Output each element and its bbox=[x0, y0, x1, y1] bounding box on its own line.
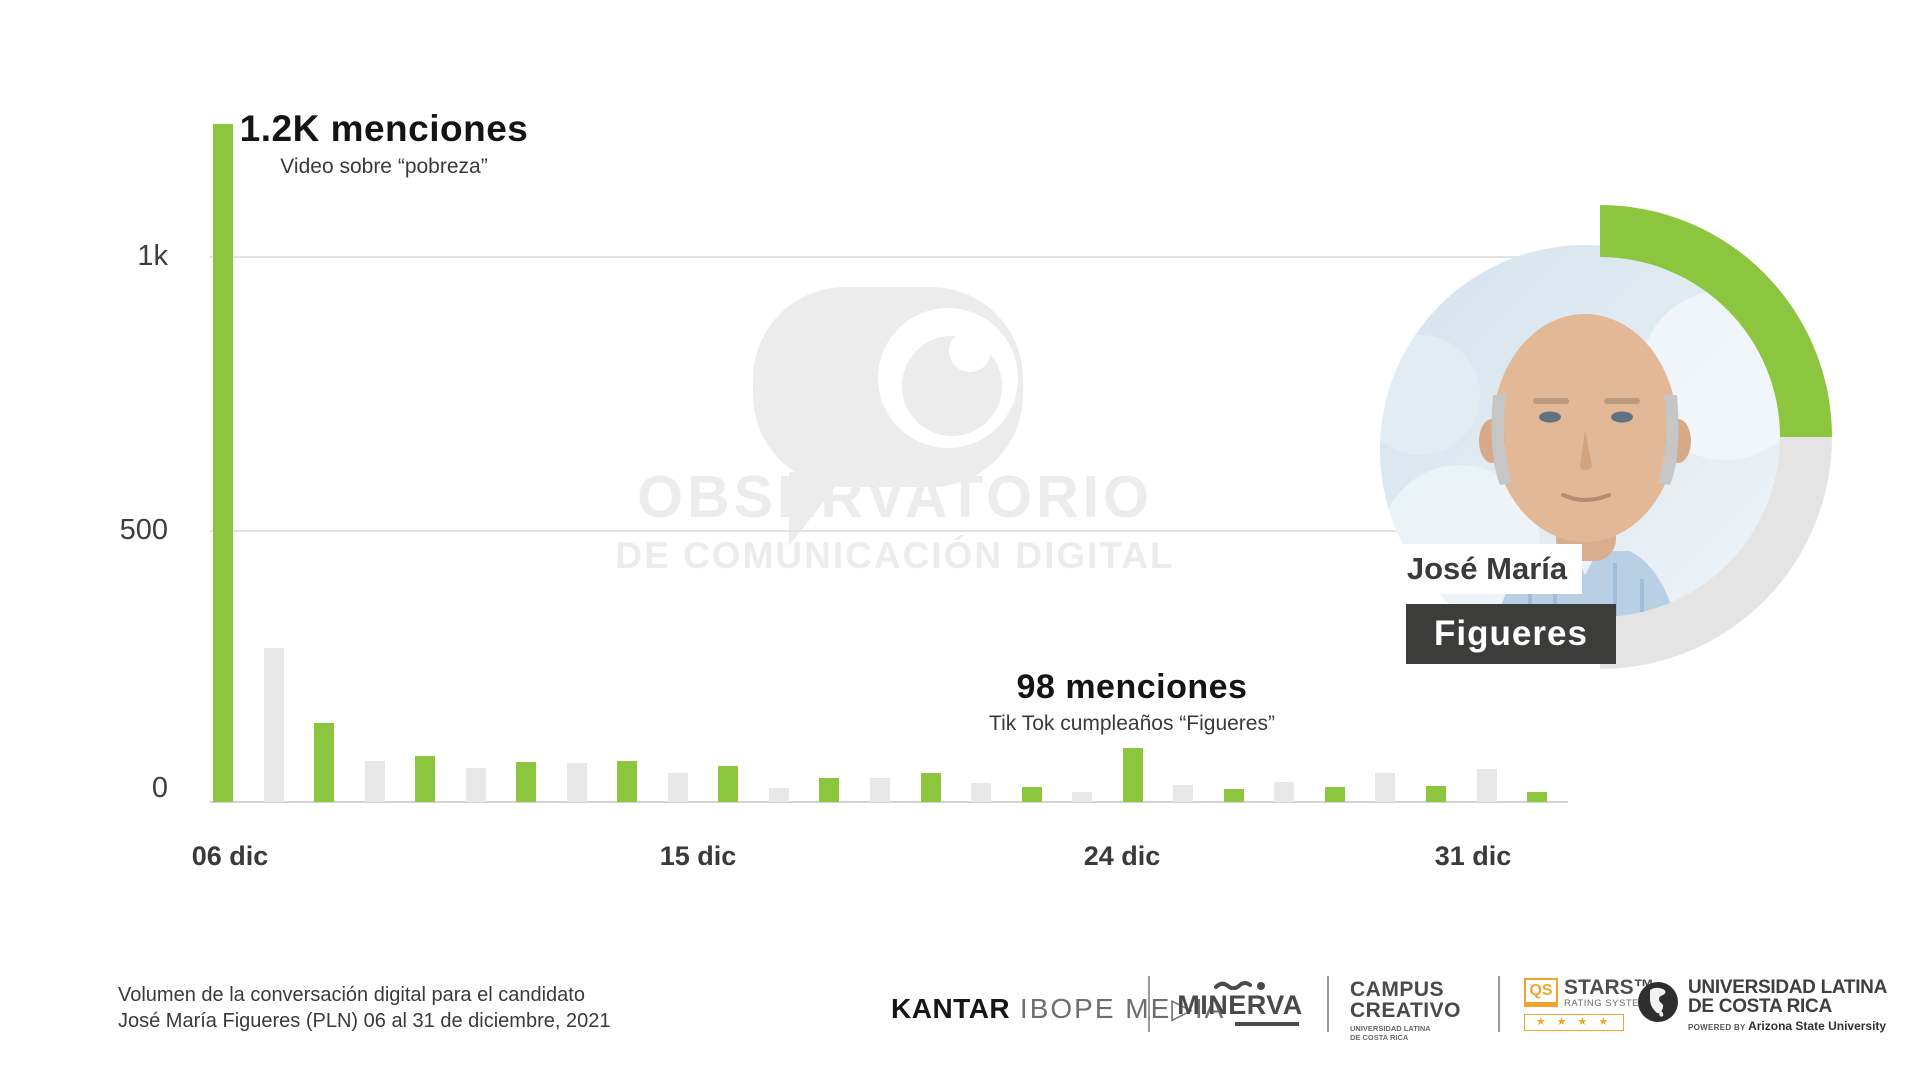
candidate-first-name-label: José María bbox=[1392, 544, 1582, 594]
bar-6-gray bbox=[465, 768, 486, 802]
qs-badge-icon: QS bbox=[1524, 978, 1558, 1007]
globe-icon bbox=[1638, 982, 1678, 1022]
bar-22-gray bbox=[1274, 782, 1295, 802]
gridline-500 bbox=[210, 530, 1568, 532]
bar-2-gray bbox=[263, 648, 284, 802]
bar-11-green bbox=[718, 765, 739, 802]
minerva-underline bbox=[1235, 1022, 1299, 1026]
bar-8-gray bbox=[566, 763, 587, 802]
logo-divider bbox=[1148, 976, 1150, 1032]
bar-12-gray bbox=[768, 787, 789, 802]
bar-4-gray bbox=[364, 760, 385, 802]
watermark-eye-highlight bbox=[949, 330, 991, 372]
kantar-logo-text: KANTAR bbox=[891, 993, 1011, 1024]
bar-7-green bbox=[516, 761, 537, 802]
bar-21-green bbox=[1223, 788, 1244, 802]
bar-27-green bbox=[1527, 792, 1548, 802]
bar-24-gray bbox=[1375, 772, 1396, 802]
bar-9-green bbox=[617, 760, 638, 802]
bar-17-green bbox=[1021, 787, 1042, 802]
bar-26-gray bbox=[1476, 769, 1497, 802]
uni-powered-by: POWERED BY Arizona State University bbox=[1688, 1019, 1887, 1033]
minerva-logo: MINERVA bbox=[1173, 980, 1307, 1026]
x-tick-24-dic: 24 dic bbox=[1083, 841, 1161, 871]
x-axis-line bbox=[210, 801, 1568, 803]
bar-25-green bbox=[1425, 786, 1446, 802]
bar-23-green bbox=[1324, 787, 1345, 802]
qs-stars-text: STARS™ bbox=[1564, 976, 1655, 999]
qs-star-rating: ★ ★ ★ ★ bbox=[1524, 1014, 1624, 1031]
uni-line-2: DE COSTA RICA bbox=[1688, 996, 1832, 1017]
bar-13-green bbox=[819, 777, 840, 802]
bar-10-gray bbox=[667, 772, 688, 802]
qs-rating-system-text: RATING SYSTEM bbox=[1564, 998, 1648, 1009]
qs-stars-logo: QS STARS™ RATING SYSTEM ★ ★ ★ ★ bbox=[1524, 976, 1655, 1031]
x-tick-06-dic: 06 dic bbox=[191, 841, 269, 871]
annotation-tiktok-subtitle: Tik Tok cumpleaños “Figueres” bbox=[989, 712, 1275, 735]
watermark-title: OBSERVATORIO bbox=[637, 464, 1153, 530]
bar-19-green bbox=[1122, 748, 1143, 802]
campus-sub-1: UNIVERSIDAD LATINA bbox=[1350, 1024, 1431, 1033]
y-tick-1k: 1k bbox=[137, 240, 168, 272]
minerva-logo-text: MINERVA bbox=[1177, 990, 1303, 1020]
bar-5-green bbox=[415, 755, 436, 802]
y-tick-0: 0 bbox=[151, 772, 168, 804]
annotation-peak-subtitle: Video sobre “pobreza” bbox=[280, 155, 488, 178]
annotation-tiktok-title: 98 menciones bbox=[1016, 668, 1248, 706]
ibope-media-logo-text: IBOPE ME▷IA bbox=[1010, 993, 1226, 1024]
x-tick-15-dic: 15 dic bbox=[659, 841, 737, 871]
caption-line-2: José María Figueres (PLN) 06 al 31 de di… bbox=[118, 1010, 611, 1032]
bar-16-gray bbox=[971, 782, 992, 802]
campus-sub-2: DE COSTA RICA bbox=[1350, 1033, 1409, 1042]
annotation-tiktok-mentions: 98 menciones Tik Tok cumpleaños “Figuere… bbox=[989, 668, 1275, 736]
bar-18-gray bbox=[1072, 792, 1093, 802]
chart-caption: Volumen de la conversación digital para … bbox=[118, 982, 610, 1034]
y-tick-500: 500 bbox=[119, 514, 168, 546]
gridline-1k bbox=[210, 256, 1568, 258]
bar-1-green bbox=[213, 124, 233, 802]
annotation-peak-title: 1.2K menciones bbox=[239, 108, 529, 149]
bar-20-gray bbox=[1173, 785, 1194, 802]
logo-divider bbox=[1327, 976, 1329, 1032]
annotation-peak-mentions: 1.2K menciones Video sobre “pobreza” bbox=[240, 108, 529, 179]
powered-by-label: POWERED BY bbox=[1688, 1023, 1749, 1032]
powered-by-name: Arizona State University bbox=[1748, 1019, 1887, 1033]
watermark-subtitle: DE COMUNICACIÓN DIGITAL bbox=[615, 535, 1175, 576]
x-tick-31-dic: 31 dic bbox=[1434, 841, 1512, 871]
campus-line-1: CAMPUS bbox=[1350, 978, 1445, 1001]
caption-line-1: Volumen de la conversación digital para … bbox=[118, 984, 585, 1006]
logo-divider bbox=[1498, 976, 1500, 1032]
campus-creativo-logo: CAMPUS CREATIVO UNIVERSIDAD LATINA DE CO… bbox=[1350, 979, 1461, 1042]
kantar-ibope-media-logo: KANTAR IBOPE ME▷IA bbox=[891, 992, 1225, 1025]
candidate-last-name-label: Figueres bbox=[1406, 604, 1616, 664]
bar-15-green bbox=[920, 772, 941, 802]
universidad-latina-logo: UNIVERSIDAD LATINA DE COSTA RICA POWERED… bbox=[1636, 978, 1887, 1033]
minerva-squiggle-icon bbox=[1214, 981, 1265, 990]
campus-line-2: CREATIVO bbox=[1350, 999, 1461, 1022]
bar-3-green bbox=[314, 723, 335, 802]
bar-14-gray bbox=[870, 777, 891, 802]
uni-line-1: UNIVERSIDAD LATINA bbox=[1688, 977, 1888, 998]
campus-sub: UNIVERSIDAD LATINA DE COSTA RICA bbox=[1350, 1024, 1461, 1042]
